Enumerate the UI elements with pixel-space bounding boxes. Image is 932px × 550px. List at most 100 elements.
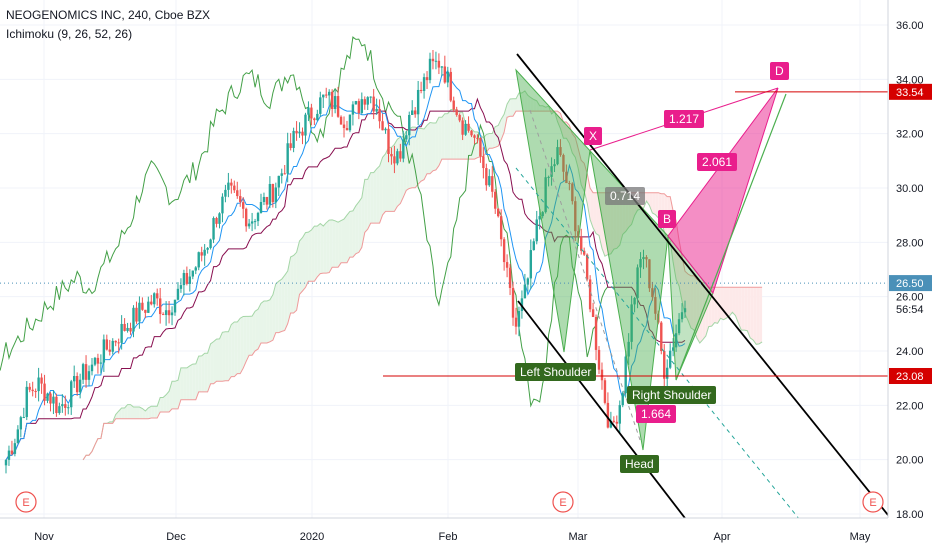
- candle-body: [49, 393, 52, 404]
- cloud-segment: [504, 104, 508, 133]
- tenkan-sen-line: [5, 69, 686, 461]
- label-right-shoulder: Right Shoulder: [627, 386, 717, 404]
- cloud-segment: [652, 192, 656, 215]
- indicator-legend[interactable]: Ichimoku (9, 26, 52, 26): [6, 27, 133, 41]
- cloud-segment: [510, 98, 514, 117]
- candle-body: [292, 130, 295, 148]
- cloud-segment: [130, 404, 134, 419]
- cloud-segment: [335, 220, 339, 268]
- candle-body: [286, 143, 289, 174]
- candle-body: [105, 339, 109, 350]
- cloud-segment: [744, 287, 748, 331]
- candle-body: [70, 381, 73, 408]
- cloud-segment: [421, 128, 425, 182]
- x-tick-label: Mar: [569, 531, 588, 543]
- cloud-segment: [163, 394, 167, 413]
- candle-body: [144, 309, 147, 313]
- candle-body: [369, 96, 372, 98]
- cloud-segment: [293, 252, 297, 313]
- candle-body: [399, 151, 402, 159]
- candle-body: [111, 340, 114, 352]
- cloud-segment: [219, 332, 223, 382]
- candle-body: [141, 302, 144, 310]
- cloud-segment: [260, 301, 264, 344]
- cloud-segment: [216, 338, 220, 382]
- x-tick-label: Nov: [34, 531, 54, 543]
- candle-body: [233, 185, 236, 191]
- cloud-segment: [124, 404, 128, 419]
- candle-body: [654, 297, 657, 314]
- candle-body: [464, 123, 467, 135]
- candle-body: [25, 386, 28, 418]
- candle-body: [31, 389, 34, 392]
- candle-body: [173, 299, 177, 313]
- cloud-segment: [438, 117, 442, 166]
- candle-body: [354, 101, 358, 105]
- candle-body: [283, 173, 286, 175]
- y-tick-label: 36.00: [896, 20, 924, 32]
- candle-body: [514, 317, 518, 327]
- candle-body: [304, 114, 307, 136]
- cloud-segment: [453, 109, 457, 160]
- cloud-segment: [269, 294, 273, 342]
- cloud-segment: [373, 168, 377, 224]
- cloud-segment: [284, 271, 288, 331]
- candle-body: [239, 196, 242, 203]
- candle-body: [244, 208, 248, 227]
- candle-body: [405, 135, 408, 140]
- cloud-segment: [180, 367, 184, 400]
- cloud-segment: [302, 232, 306, 292]
- candle-body: [485, 168, 488, 186]
- cloud-segment: [136, 406, 140, 419]
- cloud-segment: [166, 391, 170, 413]
- candle-body: [571, 183, 574, 202]
- candle-body: [544, 177, 547, 213]
- candle-body: [683, 308, 687, 313]
- cloud-segment: [222, 331, 226, 382]
- cloud-segment: [610, 192, 614, 254]
- cloud-segment: [720, 287, 724, 320]
- cloud-segment: [388, 147, 392, 212]
- cloud-segment: [266, 299, 270, 344]
- candle-body: [150, 301, 153, 305]
- candle-body: [674, 333, 678, 348]
- cloud-segment: [121, 408, 125, 419]
- candle-body: [333, 96, 337, 109]
- candle-body: [43, 383, 46, 401]
- candle-body: [366, 97, 369, 105]
- candle-body: [458, 114, 461, 121]
- cloud-segment: [649, 192, 653, 214]
- cloud-segment: [690, 275, 694, 330]
- candle-body: [221, 196, 224, 214]
- price-badge: [889, 83, 932, 100]
- candle-body: [253, 221, 257, 223]
- pattern-ratio-ab: 0.714: [605, 187, 646, 205]
- candle-body: [336, 96, 340, 117]
- candle-body: [138, 302, 141, 322]
- cloud-segment: [189, 364, 193, 400]
- candle-body: [262, 196, 266, 202]
- cloud-segment: [563, 122, 567, 139]
- candle-body: [274, 187, 278, 203]
- cloud-segment: [344, 215, 347, 263]
- candle-body: [277, 175, 280, 188]
- candle-body: [541, 212, 544, 217]
- cloud-segment: [593, 192, 597, 234]
- candle-body: [425, 77, 429, 81]
- candle-body: [256, 212, 260, 222]
- candle-body: [345, 128, 349, 131]
- candle-body: [307, 107, 310, 115]
- cloud-segment: [249, 316, 253, 356]
- price-badge: [889, 301, 932, 318]
- candle-body: [10, 450, 14, 454]
- cloud-segment: [424, 125, 428, 180]
- candle-body: [84, 364, 88, 380]
- cloud-segment: [127, 404, 131, 419]
- candle-body: [55, 396, 58, 414]
- dashed-channel-line: [515, 167, 800, 518]
- candle-body: [265, 196, 269, 205]
- cloud-segment: [290, 255, 294, 313]
- candle-body: [440, 66, 444, 68]
